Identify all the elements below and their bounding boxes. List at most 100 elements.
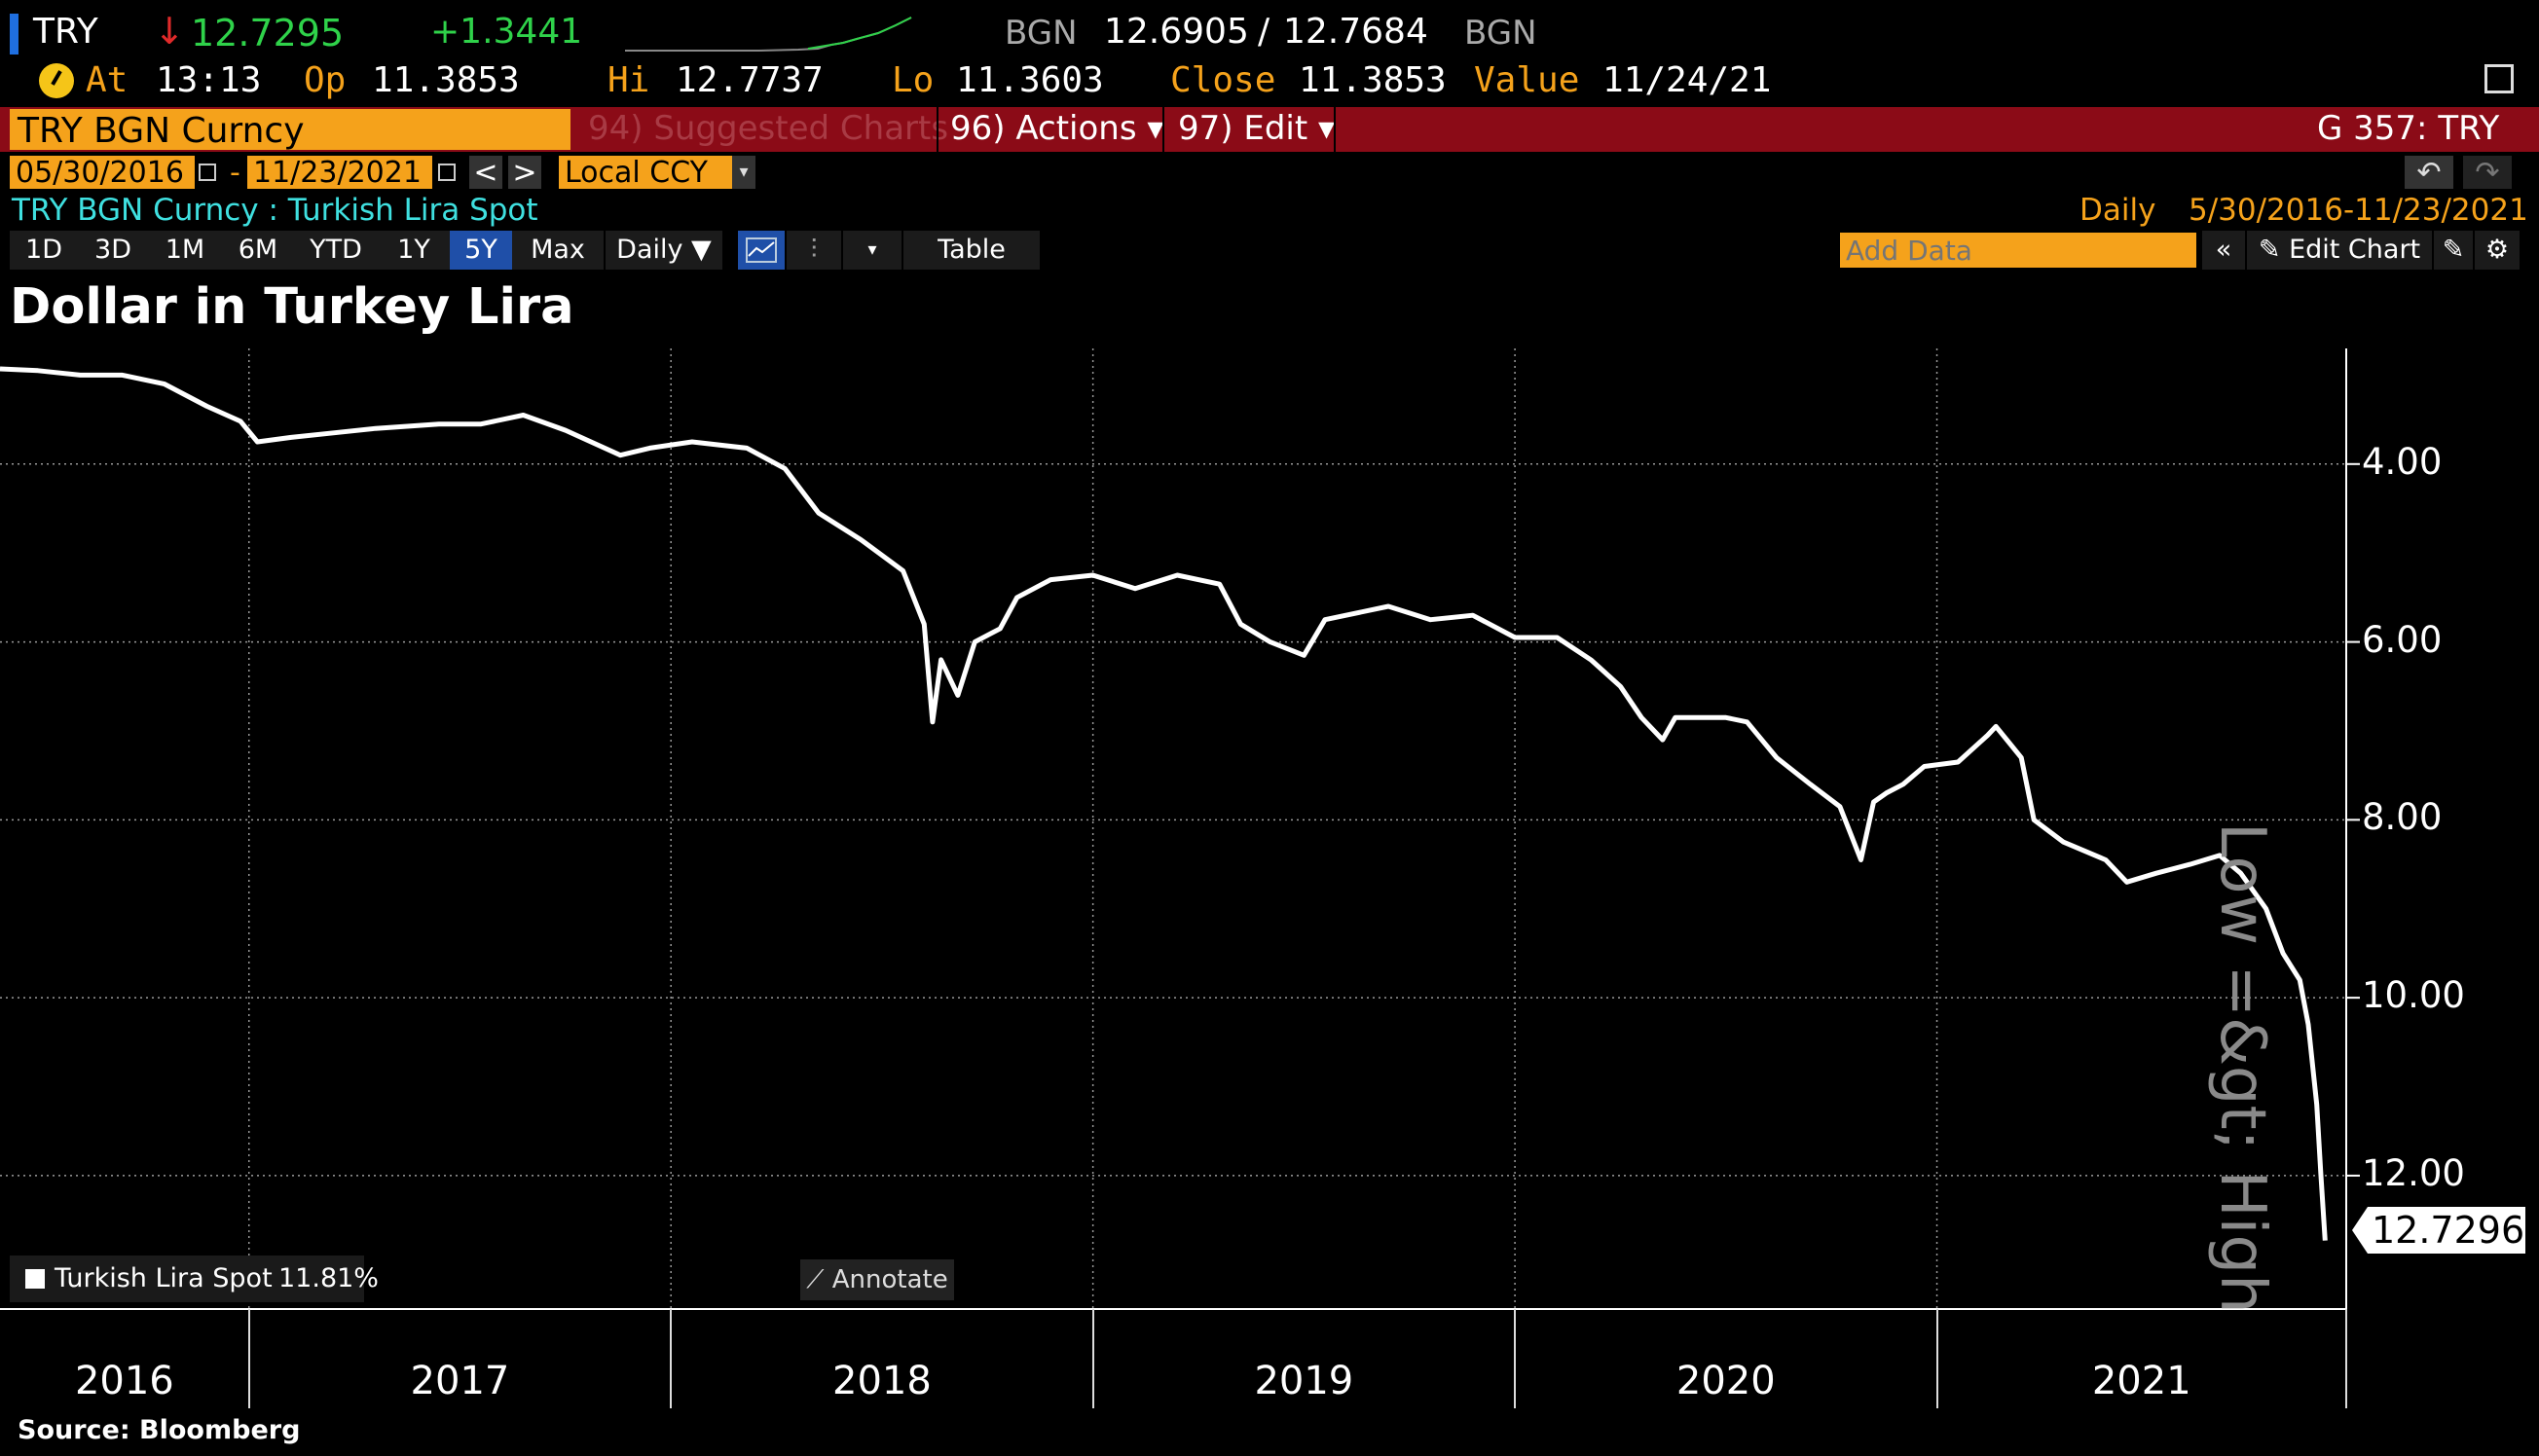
currency-select-text: Local CCY — [565, 156, 708, 190]
ticker-symbol: TRY — [33, 12, 98, 52]
chart-type-chevron-icon[interactable]: ▾ — [843, 231, 902, 270]
open-value: 11.3853 — [372, 60, 520, 100]
at-label: At — [86, 60, 129, 100]
legend: Turkish Lira Spot 11.81% — [10, 1256, 379, 1302]
info-row: TRY BGN Curncy : Turkish Lira Spot Daily… — [0, 193, 2539, 230]
security-field[interactable]: TRY BGN Curncy — [10, 109, 570, 151]
security-description: TRY BGN Curncy : Turkish Lira Spot — [12, 193, 538, 228]
down-arrow-icon: ↓ — [154, 10, 185, 53]
calendar-icon[interactable] — [199, 164, 216, 181]
net-change: +1.3441 — [430, 12, 583, 52]
ticker-header: TRY ↓ 12.7295 +1.3441 BGN 12.6905 / 12.7… — [0, 10, 2539, 60]
x-year-label: 2019 — [1254, 1359, 1354, 1403]
menu-divider — [1334, 107, 1336, 152]
popout-icon[interactable] — [2484, 64, 2514, 93]
y-tick-label: 6.00 — [2362, 618, 2443, 661]
security-marker — [10, 14, 18, 55]
x-year-separator — [1091, 1309, 1094, 1408]
calendar-icon[interactable] — [438, 164, 456, 181]
gridlines — [0, 348, 2346, 1309]
period-5y[interactable]: 5Y — [450, 231, 512, 270]
x-year-label: 2018 — [832, 1359, 932, 1403]
table-button[interactable]: Table — [903, 231, 1040, 270]
x-year-label: 2021 — [2091, 1359, 2191, 1403]
period-1y[interactable]: 1Y — [378, 231, 450, 270]
bid-ask-separator: / — [1258, 12, 1270, 52]
period-3d[interactable]: 3D — [78, 231, 148, 270]
menu-divider — [937, 107, 938, 152]
close-value: 11.3853 — [1299, 60, 1447, 100]
edit-menu[interactable]: 97) Edit ▾ — [1178, 109, 1336, 148]
menu-bar: TRY BGN Curncy 94) Suggested Charts 96) … — [0, 107, 2539, 152]
edit-chart-button[interactable]: ✎ Edit Chart — [2247, 231, 2432, 270]
function-code: G 357: TRY — [2317, 109, 2500, 148]
at-value: 13:13 — [156, 60, 262, 100]
line-chart-icon[interactable] — [738, 231, 785, 270]
menu-divider — [1162, 107, 1164, 152]
low-value: 11.3603 — [956, 60, 1104, 100]
ask-currency: BGN — [1464, 14, 1537, 53]
x-year-label: 2020 — [1675, 1359, 1776, 1403]
x-year-separator — [1514, 1309, 1517, 1408]
frequency-dropdown[interactable]: Daily ▼ — [606, 231, 722, 270]
redo-icon[interactable]: ↷ — [2463, 156, 2512, 190]
edit-pencil-icon[interactable]: ✎ — [2434, 231, 2473, 270]
x-year-label: 2017 — [410, 1359, 510, 1403]
series-line-turkish-lira-spot — [0, 366, 2328, 1241]
source-note: Source: Bloomberg — [18, 1415, 301, 1445]
frequency-label: Daily — [2079, 193, 2156, 228]
currency-select[interactable]: Local CCY — [559, 156, 734, 190]
security-field-text: TRY BGN Curncy — [18, 111, 305, 151]
end-date-text: 11/23/2021 — [253, 156, 422, 190]
ask-price: 12.7684 — [1283, 12, 1428, 52]
legend-swatch — [25, 1269, 45, 1289]
period-max[interactable]: Max — [512, 231, 604, 270]
start-date-text: 05/30/2016 — [16, 156, 184, 190]
last-value-text: 12.7296 — [2372, 1209, 2525, 1252]
legend-series-name: Turkish Lira Spot — [55, 1263, 273, 1293]
undo-icon[interactable]: ↶ — [2405, 156, 2453, 190]
high-label: Hi — [607, 60, 650, 100]
stats-row: At 13:13 Op 11.3853 Hi 12.7737 Lo 11.360… — [0, 58, 2539, 105]
period-ytd[interactable]: YTD — [294, 231, 378, 270]
x-year-separator — [1935, 1309, 1938, 1408]
sparkline — [625, 17, 912, 52]
last-price: 12.7295 — [191, 12, 345, 55]
y-axis-ticks — [2346, 462, 2360, 1177]
prev-period-button[interactable]: < — [469, 156, 502, 190]
start-date-field[interactable]: 05/30/2016 — [10, 156, 195, 190]
collapse-button[interactable]: « — [2202, 231, 2245, 270]
annotate-button[interactable]: ⟋ Annotate — [800, 1259, 954, 1300]
chart-title: Dollar in Turkey Lira — [10, 278, 574, 336]
period-1m[interactable]: 1M — [148, 231, 222, 270]
y-tick-label: 8.00 — [2362, 796, 2443, 839]
y-tick-label: 4.00 — [2362, 440, 2443, 483]
bid-currency: BGN — [1005, 14, 1078, 53]
value-date: 11/24/21 — [1602, 60, 1772, 100]
period-1d[interactable]: 1D — [10, 231, 78, 270]
close-label: Close — [1170, 60, 1276, 100]
suggested-charts-menu[interactable]: 94) Suggested Charts — [588, 109, 949, 148]
date-range-row: 05/30/2016 - 11/23/2021 < > Local CCY ▾ … — [0, 156, 2539, 191]
actions-menu[interactable]: 96) Actions ▾ — [950, 109, 1164, 148]
value-label: Value — [1474, 60, 1580, 100]
y-tick-label: 12.00 — [2362, 1151, 2465, 1194]
date-range-label: 5/30/2016-11/23/2021 — [2189, 193, 2528, 228]
period-6m[interactable]: 6M — [222, 231, 294, 270]
y-tick-label: 10.00 — [2362, 974, 2465, 1017]
x-year-separator — [2345, 1309, 2347, 1408]
axis-direction-label: Low =&gt; High — [2206, 822, 2278, 1314]
low-label: Lo — [892, 60, 935, 100]
high-value: 12.7737 — [676, 60, 824, 100]
end-date-field[interactable]: 11/23/2021 — [247, 156, 432, 190]
gear-icon[interactable]: ⚙ — [2475, 231, 2520, 270]
chevron-down-icon[interactable]: ▾ — [732, 156, 755, 189]
bar-chart-icon[interactable]: ⫶ — [787, 231, 841, 270]
next-period-button[interactable]: > — [508, 156, 541, 190]
x-year-separator — [247, 1309, 250, 1408]
x-year-label: 2016 — [74, 1359, 174, 1403]
legend-percent: 11.81% — [278, 1263, 379, 1293]
bid-price: 12.6905 — [1104, 12, 1249, 52]
add-data-input[interactable] — [1840, 233, 2196, 268]
price-chart — [0, 348, 2360, 1310]
